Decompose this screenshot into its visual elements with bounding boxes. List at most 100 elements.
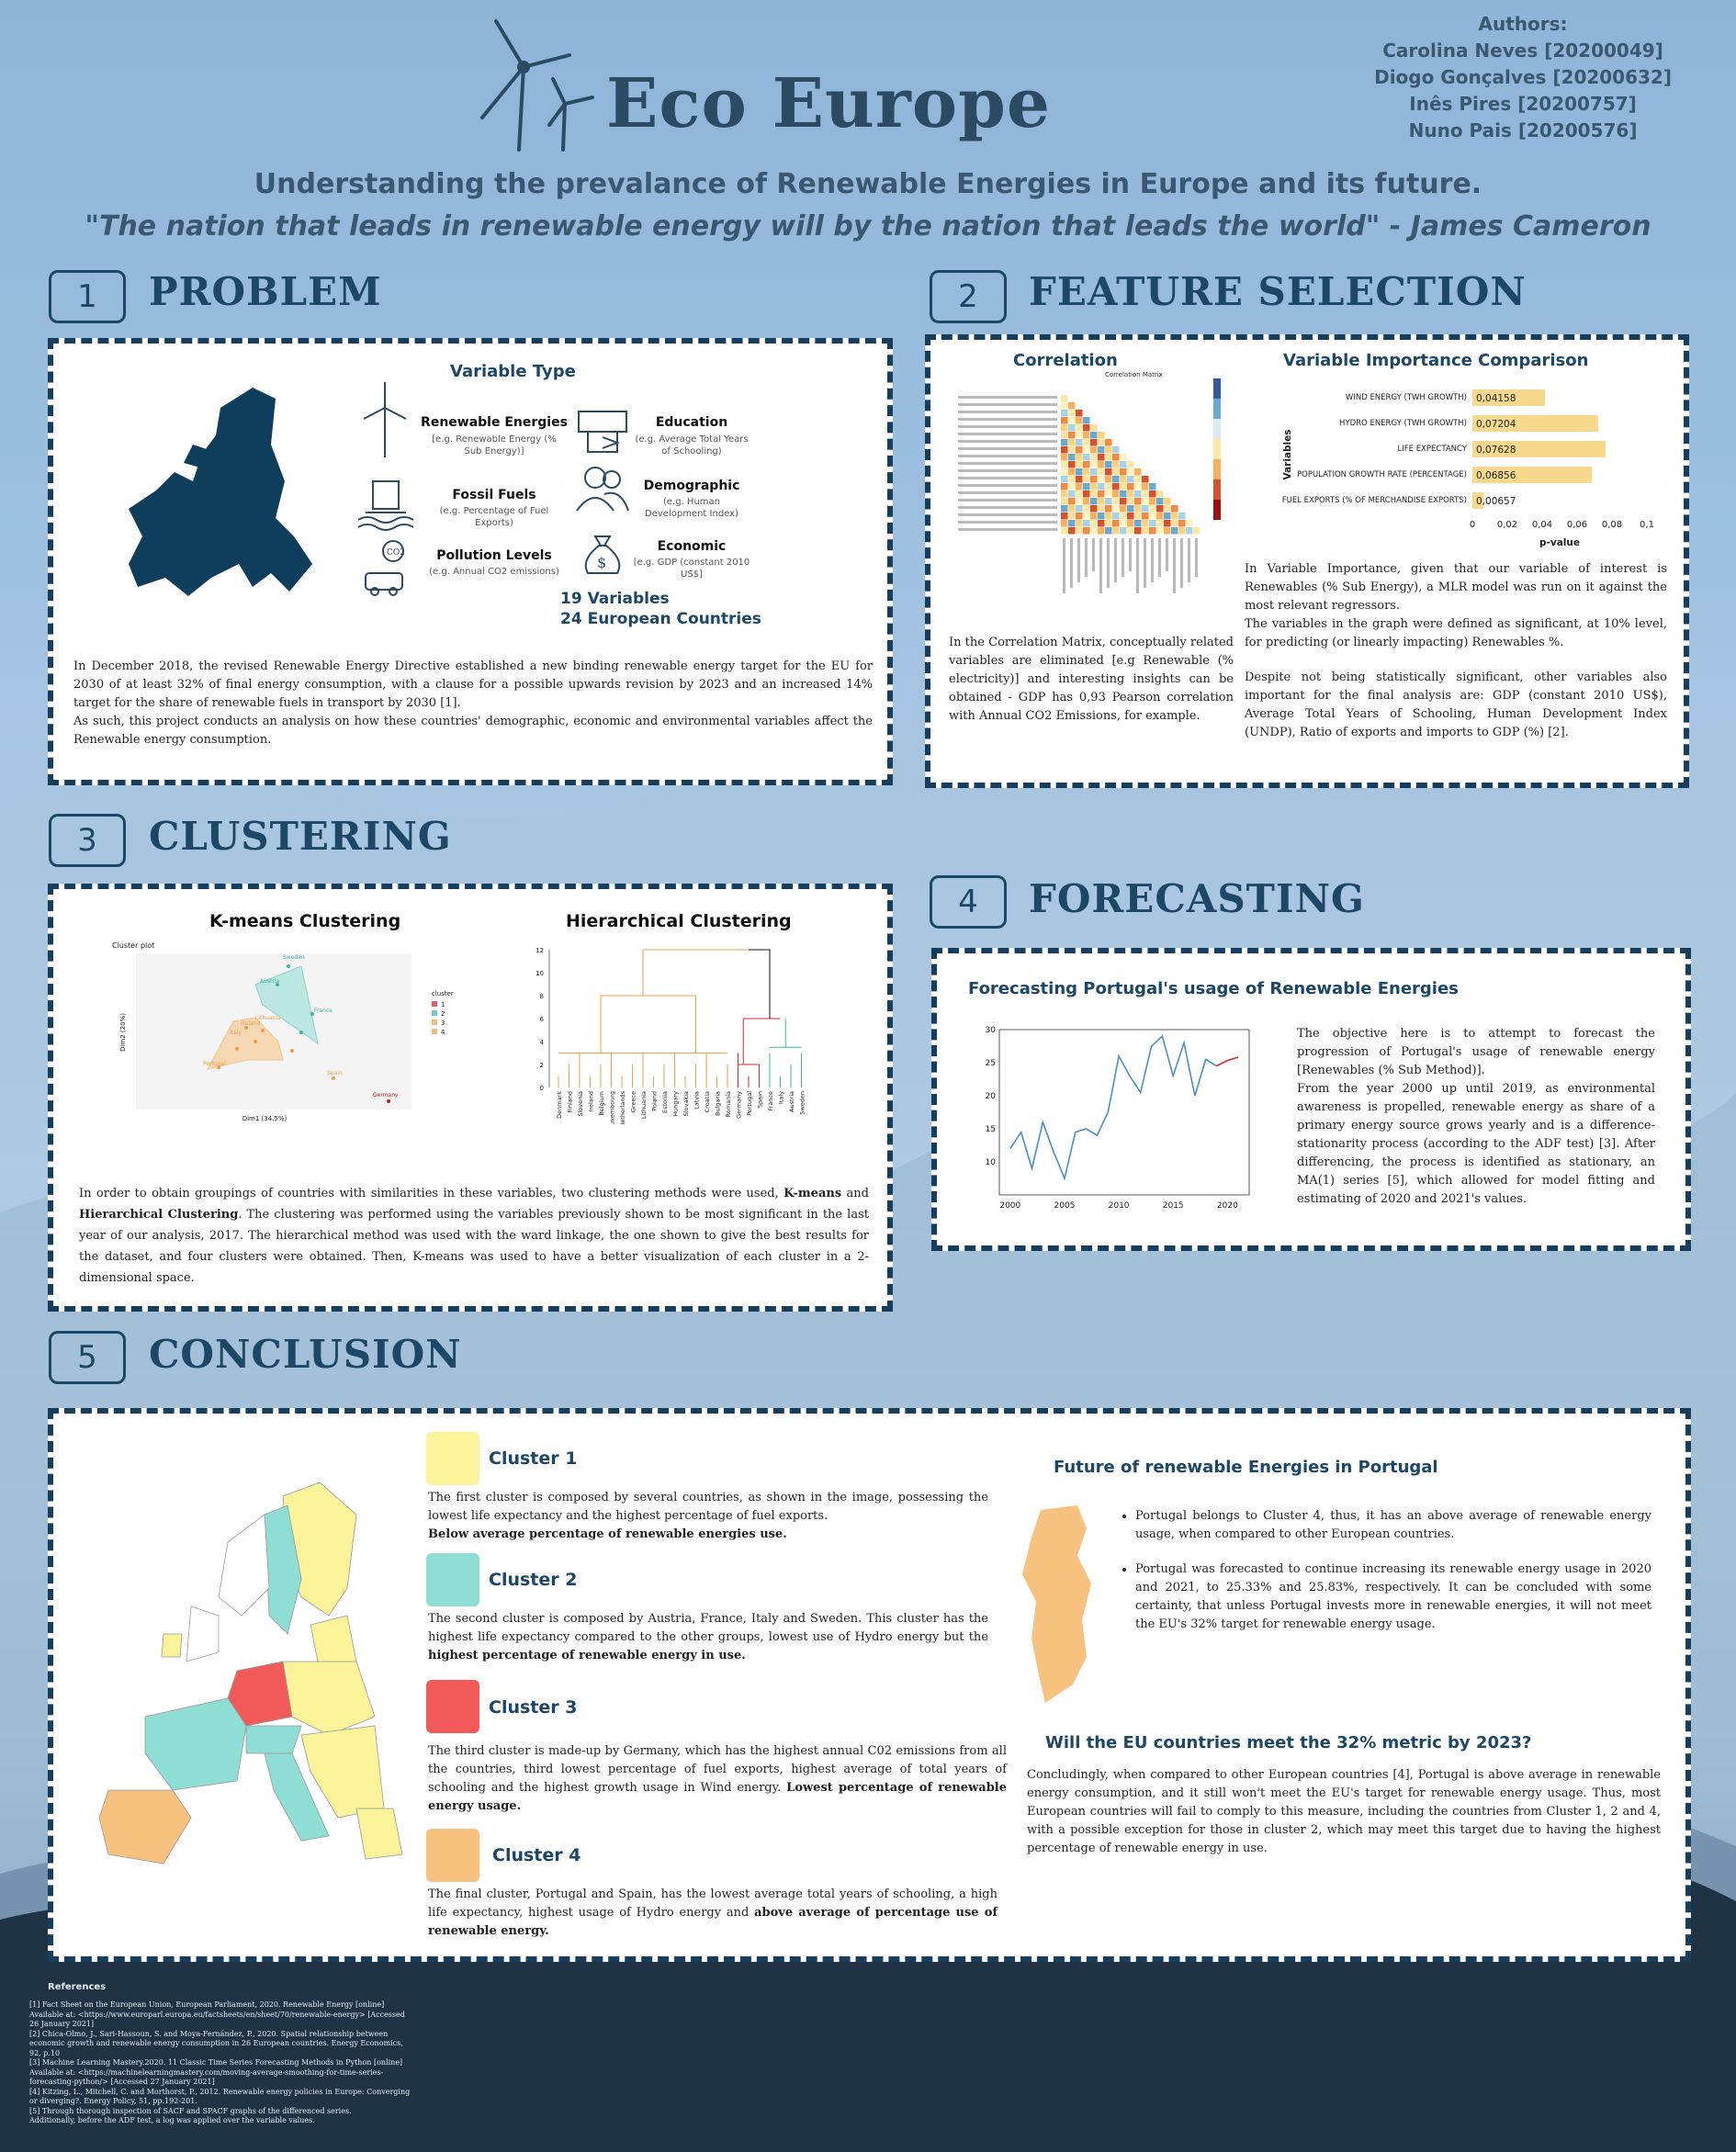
dendrogram-leaf-label: Italy	[778, 1091, 785, 1104]
correlation-cell	[1142, 505, 1149, 513]
hierarchical-title: Hierarchical Clustering	[566, 911, 792, 931]
correlation-cell	[1127, 513, 1134, 520]
correlation-cell	[1105, 527, 1112, 535]
correlation-cell	[1090, 424, 1098, 432]
importance-category-label: WIND ENERGY (TWH GROWTH)	[1346, 393, 1467, 402]
type-label: Education	[655, 415, 728, 430]
dendrogram-y-tick: 0	[540, 1085, 544, 1092]
correlation-cell	[1127, 527, 1134, 535]
cluster-4-text: The final cluster, Portugal and Spain, h…	[428, 1887, 998, 1938]
variable-importance-chart: WIND ENERGY (TWH GROWTH) 0,04158 HYDRO ENE…	[1282, 389, 1654, 548]
forecast-y-tick: 15	[986, 1125, 996, 1134]
correlation-cell	[1076, 439, 1083, 446]
correlation-cell	[1127, 476, 1134, 483]
correlation-cell	[1105, 505, 1112, 513]
correlation-cell	[1083, 520, 1090, 527]
correlation-colorbar	[1213, 419, 1221, 439]
correlation-cell	[1090, 490, 1098, 498]
correlation-colorbar	[1213, 459, 1221, 479]
future-bullet: Portugal belongs to Cluster 4, thus, it …	[1135, 1507, 1651, 1544]
correlation-row-label	[958, 403, 1057, 406]
correlation-cell	[1120, 520, 1127, 527]
correlation-cell	[1127, 498, 1134, 505]
correlation-cell	[1090, 446, 1098, 454]
author-name: Nuno Pais [20200576]	[1408, 119, 1638, 141]
importance-x-label: p-value	[1539, 537, 1580, 548]
dendrogram-leaf-label: Hungary	[672, 1091, 680, 1117]
correlation-cell	[1120, 483, 1127, 490]
correlation-cell	[1083, 527, 1090, 535]
correlation-cell	[1068, 505, 1076, 513]
correlation-cell	[1120, 454, 1127, 461]
correlation-row-label	[958, 528, 1057, 531]
correlation-cell	[1098, 520, 1105, 527]
dendrogram-cluster-branch	[738, 1018, 781, 1065]
importance-category-label: HYDRO ENERGY (TWH GROWTH)	[1339, 419, 1467, 428]
correlation-cell	[1083, 461, 1090, 468]
correlation-row-label	[958, 425, 1057, 428]
correlation-cell	[1164, 520, 1171, 527]
correlation-cell	[1105, 483, 1112, 490]
cluster-2-title: Cluster 2	[489, 1570, 578, 1590]
kmeans-point-label: Lithuania	[255, 1015, 281, 1021]
reference-item: Additionally, before the ADF test, a log…	[29, 2116, 315, 2124]
correlation-col-label	[1122, 538, 1124, 577]
correlation-cell	[1134, 505, 1142, 513]
section-title: PROBLEM	[149, 269, 382, 314]
dendrogram-cluster-branch	[558, 949, 749, 1053]
correlation-cell	[1061, 454, 1068, 461]
correlation-cell	[1076, 468, 1083, 476]
correlation-row-label	[958, 418, 1057, 421]
forecast-chart-title: Forecasting Portugal's usage of Renewabl…	[968, 979, 1459, 998]
authors-block: Authors: Carolina Neves [20200049] Diogo…	[1374, 11, 1672, 144]
section-title: CLUSTERING	[149, 814, 452, 859]
importance-data-label: 0,04158	[1476, 393, 1516, 404]
correlation-col-label	[1180, 538, 1183, 588]
correlation-cell	[1105, 468, 1112, 476]
correlation-cell	[1127, 483, 1134, 490]
kmeans-legend-key	[432, 1020, 437, 1025]
correlation-cell	[1083, 513, 1090, 520]
importance-bar	[1472, 467, 1593, 483]
correlation-cell	[1156, 527, 1164, 535]
correlation-cell	[1083, 432, 1090, 439]
correlation-cell	[1083, 490, 1090, 498]
correlation-cell	[1156, 498, 1164, 505]
cluster-1-swatch	[426, 1432, 479, 1485]
kmeans-point-label: Germany	[373, 1092, 399, 1099]
correlation-cell	[1076, 424, 1083, 432]
correlation-row-label	[958, 491, 1057, 494]
dendrogram-leaf-label: Latvia	[693, 1091, 701, 1110]
dendrogram-y-tick: 2	[540, 1062, 544, 1069]
correlation-cell	[1076, 432, 1083, 439]
importance-y-label: Variables	[1282, 430, 1293, 480]
kmeans-point	[254, 1040, 257, 1043]
type-desc: (e.g. Annual CO2 emissions)	[429, 567, 559, 577]
correlation-cell	[1098, 461, 1105, 468]
correlation-cell	[1090, 461, 1098, 468]
kmeans-point-label: Finland	[241, 1020, 261, 1027]
type-label: Economic	[657, 539, 727, 554]
kmeans-x-label: Dim1 (34.5%)	[242, 1115, 287, 1122]
correlation-cell	[1120, 505, 1127, 513]
correlation-cell	[1142, 483, 1149, 490]
correlation-col-label	[1085, 538, 1088, 577]
correlation-cell	[1156, 513, 1164, 520]
correlation-cell	[1105, 454, 1112, 461]
correlation-row-label	[958, 506, 1057, 509]
cluster-3-title: Cluster 3	[489, 1697, 578, 1718]
correlation-row-label	[958, 455, 1057, 457]
dendrogram-leaf-label: Portugal	[746, 1091, 753, 1116]
correlation-col-label	[1070, 538, 1073, 588]
correlation-cell	[1120, 468, 1127, 476]
portugal-map	[1022, 1505, 1091, 1703]
correlation-cell	[1061, 417, 1068, 424]
problem-text: In December 2018, the revised Renewable …	[73, 659, 873, 710]
correlation-cell	[1149, 527, 1156, 535]
correlation-cell	[1090, 483, 1098, 490]
correlation-cell	[1098, 513, 1105, 520]
forecast-text-2: From the year 2000 up until 2019, as env…	[1297, 1082, 1655, 1206]
correlation-cell	[1076, 454, 1083, 461]
correlation-cell	[1076, 461, 1083, 468]
forecast-plot-frame	[998, 1029, 1250, 1196]
